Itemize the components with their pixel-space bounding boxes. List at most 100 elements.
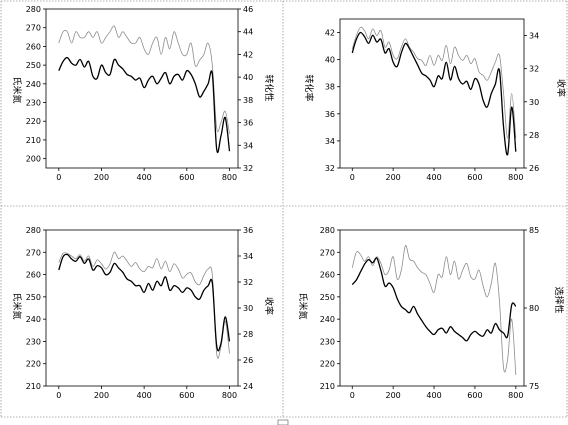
chart-3-left-tick-label: 280 (26, 226, 41, 235)
chart-1-left-tick-label: 260 (26, 42, 41, 51)
chart-2-plot: 0 200 400 600 800 32 34 36 38 40 42 26 28 30 32 34 (325, 18, 539, 182)
chart-3-right-axis-label: 收率 (263, 297, 275, 315)
chart-1-left-tick-label: 240 (26, 80, 41, 89)
chart-4-right-tick-label: 85 (529, 226, 539, 235)
chart-4-right-tick-label: 80 (529, 304, 539, 313)
chart-panel-2: 转化率 收率 (303, 74, 567, 101)
chart-2-left-tick-label: 42 (325, 29, 335, 38)
chart-2-left-tick-label: 38 (325, 83, 335, 92)
chart-4-x-tick-label: 0 (350, 391, 355, 400)
page-marker (277, 419, 289, 425)
chart-4-left-tick-label: 260 (320, 271, 335, 280)
chart-4-left-tick-label: 210 (320, 382, 335, 391)
chart-2-series-thick-line (351, 31, 517, 156)
chart-1-left-tick-label: 280 (26, 5, 41, 14)
chart-3-plot-frame (45, 229, 239, 387)
chart-1-right-tick-label: 46 (243, 5, 253, 14)
chart-1-right-tick-label: 40 (243, 73, 253, 82)
chart-4-x-tick-label: 200 (386, 391, 401, 400)
chart-3-x-tick-label: 400 (136, 391, 151, 400)
chart-1-x-tick-label: 600 (179, 173, 194, 182)
chart-1-x-tick-label: 400 (136, 173, 151, 182)
chart-1-left-tick-label: 250 (26, 61, 41, 70)
chart-3-x-tick-label: 200 (94, 391, 109, 400)
chart-4-x-tick-label: 600 (467, 391, 482, 400)
chart-2-left-tick-label: 34 (325, 137, 335, 146)
chart-2-left-tick-label: 32 (325, 164, 335, 173)
chart-3-right-tick-label: 36 (243, 226, 253, 235)
chart-3-x-tick-label: 800 (222, 391, 237, 400)
chart-1-x-tick-label: 200 (94, 173, 109, 182)
chart-4-left-tick-label: 240 (320, 315, 335, 324)
chart-1-left-tick-label: 210 (26, 136, 41, 145)
chart-2-plot-frame (339, 18, 525, 169)
chart-4-left-tick-label: 250 (320, 293, 335, 302)
chart-2-x-tick-label: 200 (386, 173, 401, 182)
chart-panel-1: 氏米氮 转化性 (11, 74, 275, 103)
chart-3-right-tick-label: 34 (243, 252, 253, 261)
chart-4-left-tick-label: 220 (320, 360, 335, 369)
chart-2-x-tick-label: 600 (467, 173, 482, 182)
chart-3-left-tick-label: 240 (26, 315, 41, 324)
chart-1-right-tick-label: 32 (243, 164, 253, 173)
chart-2-right-tick-label: 34 (529, 32, 539, 41)
chart-4-series-thick-line (351, 257, 517, 342)
chart-1-x-tick-label: 0 (56, 173, 61, 182)
chart-3-right-tick-label: 26 (243, 356, 253, 365)
chart-3-left-tick-label: 210 (26, 382, 41, 391)
chart-1-plot-frame (45, 8, 239, 169)
chart-4-plot-frame (339, 229, 525, 387)
chart-3-left-axis-label: 氏米氮 (11, 292, 23, 319)
chart-4-series-thin-line (351, 245, 517, 375)
chart-4-x-tick-label: 400 (426, 391, 441, 400)
chart-4-plot: 0 200 400 600 800 210 220 230 240 250 260 270 280 75 8… (320, 226, 539, 400)
chart-2-right-tick-label: 26 (529, 164, 539, 173)
chart-3-plot: 0 200 400 600 800 210 220 230 240 250 260 270 280 24 2… (26, 226, 253, 400)
chart-1-left-tick-label: 200 (26, 155, 41, 164)
chart-2-right-axis-label: 收率 (555, 79, 567, 97)
chart-2-series-thin-line (351, 26, 517, 139)
chart-4-right-tick-label: 75 (529, 382, 539, 391)
chart-1-right-tick-label: 42 (243, 50, 253, 59)
chart-2-left-tick-label: 40 (325, 56, 335, 65)
chart-4-left-axis-label: 氏米氮 (297, 292, 309, 319)
chart-1-right-axis-label: 转化性 (263, 74, 275, 101)
chart-3-x-tick-label: 600 (179, 391, 194, 400)
chart-1-right-tick-label: 44 (243, 28, 253, 37)
chart-1-x-tick-label: 800 (222, 173, 237, 182)
chart-1-right-tick-label: 36 (243, 119, 253, 128)
chart-1-left-tick-label: 270 (26, 24, 41, 33)
chart-1-series-thin-line (58, 25, 230, 134)
chart-3-x-tick-label: 0 (56, 391, 61, 400)
chart-3-right-tick-label: 28 (243, 330, 253, 339)
chart-4-left-tick-label: 270 (320, 248, 335, 257)
chart-4-left-tick-label: 280 (320, 226, 335, 235)
chart-1-right-tick-label: 34 (243, 141, 253, 150)
chart-3-left-tick-label: 270 (26, 248, 41, 257)
chart-3-left-tick-label: 230 (26, 337, 41, 346)
chart-4-left-tick-label: 230 (320, 337, 335, 346)
chart-2-right-tick-label: 32 (529, 65, 539, 74)
chart-3-right-tick-label: 24 (243, 382, 253, 391)
chart-4-x-tick-label: 800 (508, 391, 523, 400)
chart-2-left-tick-label: 36 (325, 110, 335, 119)
chart-3-left-tick-label: 260 (26, 271, 41, 280)
chart-3-series-thin-line (58, 251, 230, 359)
chart-3-series-thick-line (58, 253, 231, 352)
chart-panel-3: 氏米氮 收率 (11, 292, 275, 319)
chart-2-x-tick-label: 800 (508, 173, 523, 182)
chart-1-left-tick-label: 230 (26, 99, 41, 108)
chart-2-x-tick-label: 400 (426, 173, 441, 182)
chart-1-right-tick-label: 38 (243, 96, 253, 105)
chart-1-plot: 0 200 400 600 800 200 210 220 230 240 250 260 270 280… (26, 5, 253, 182)
chart-4-right-axis-label: 选择性 (553, 286, 565, 313)
chart-3-right-tick-label: 32 (243, 278, 253, 287)
chart-2-right-tick-label: 30 (529, 98, 539, 107)
chart-3-right-tick-label: 30 (243, 304, 253, 313)
chart-panel-4: 氏米氮 选择性 (297, 286, 565, 319)
chart-2-x-tick-label: 0 (350, 173, 355, 182)
chart-1-series-thick-line (58, 56, 231, 153)
chart-2-right-tick-label: 28 (529, 131, 539, 140)
